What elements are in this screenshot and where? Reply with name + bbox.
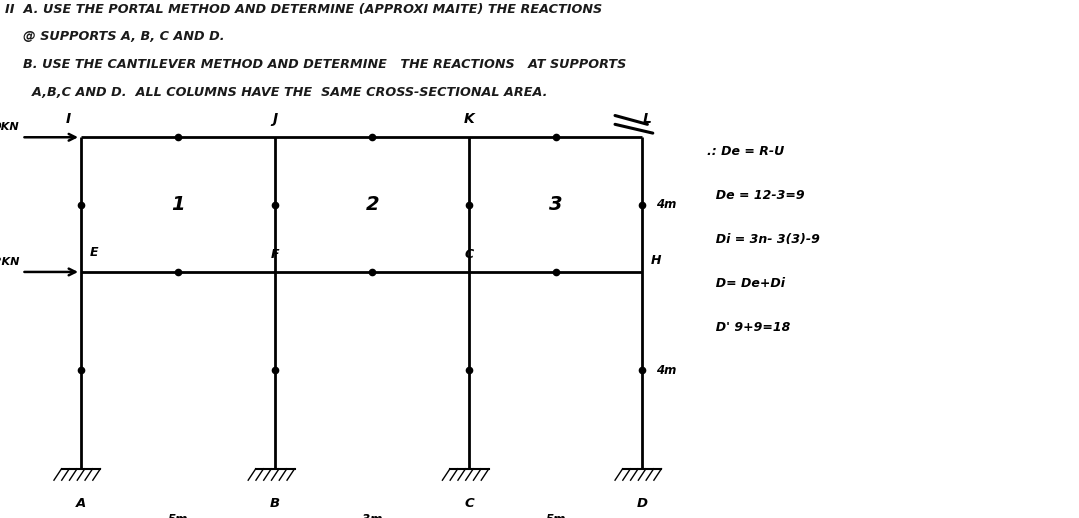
Text: D: D (637, 497, 647, 510)
Text: 4m: 4m (656, 198, 677, 211)
Text: K: K (464, 112, 475, 126)
Text: A: A (76, 497, 86, 510)
Text: 3m: 3m (363, 513, 382, 518)
Text: B. USE THE CANTILEVER METHOD AND DETERMINE   THE REACTIONS   AT SUPPORTS: B. USE THE CANTILEVER METHOD AND DETERMI… (5, 58, 627, 71)
Text: 5m: 5m (168, 513, 188, 518)
Text: I: I (66, 112, 70, 126)
Text: L: L (643, 112, 652, 126)
Text: C: C (465, 248, 474, 261)
Text: D' 9+9=18: D' 9+9=18 (707, 321, 790, 334)
Text: 9KN: 9KN (0, 122, 19, 132)
Text: 2: 2 (366, 195, 379, 214)
Text: 1: 1 (172, 195, 185, 214)
Text: 3: 3 (549, 195, 562, 214)
Text: Di = 3n- 3(3)-9: Di = 3n- 3(3)-9 (707, 233, 820, 246)
Text: 4m: 4m (656, 364, 677, 377)
Text: .: De = R-U: .: De = R-U (707, 145, 784, 158)
Text: E: E (90, 246, 98, 259)
Text: 12KN: 12KN (0, 256, 19, 267)
Text: De = 12-3=9: De = 12-3=9 (707, 189, 804, 202)
Text: F: F (271, 248, 279, 261)
Text: II  A. USE THE PORTAL METHOD AND DETERMINE (APPROXI MAITE) THE REACTIONS: II A. USE THE PORTAL METHOD AND DETERMIN… (5, 3, 602, 16)
Text: J: J (273, 112, 277, 126)
Text: C: C (464, 497, 475, 510)
Text: 5m: 5m (546, 513, 565, 518)
Text: H: H (651, 254, 661, 267)
Text: A,B,C AND D.  ALL COLUMNS HAVE THE  SAME CROSS-SECTIONAL AREA.: A,B,C AND D. ALL COLUMNS HAVE THE SAME C… (5, 86, 548, 99)
Text: D= De+Di: D= De+Di (707, 277, 784, 290)
Text: B: B (270, 497, 281, 510)
Text: @ SUPPORTS A, B, C AND D.: @ SUPPORTS A, B, C AND D. (5, 30, 226, 43)
